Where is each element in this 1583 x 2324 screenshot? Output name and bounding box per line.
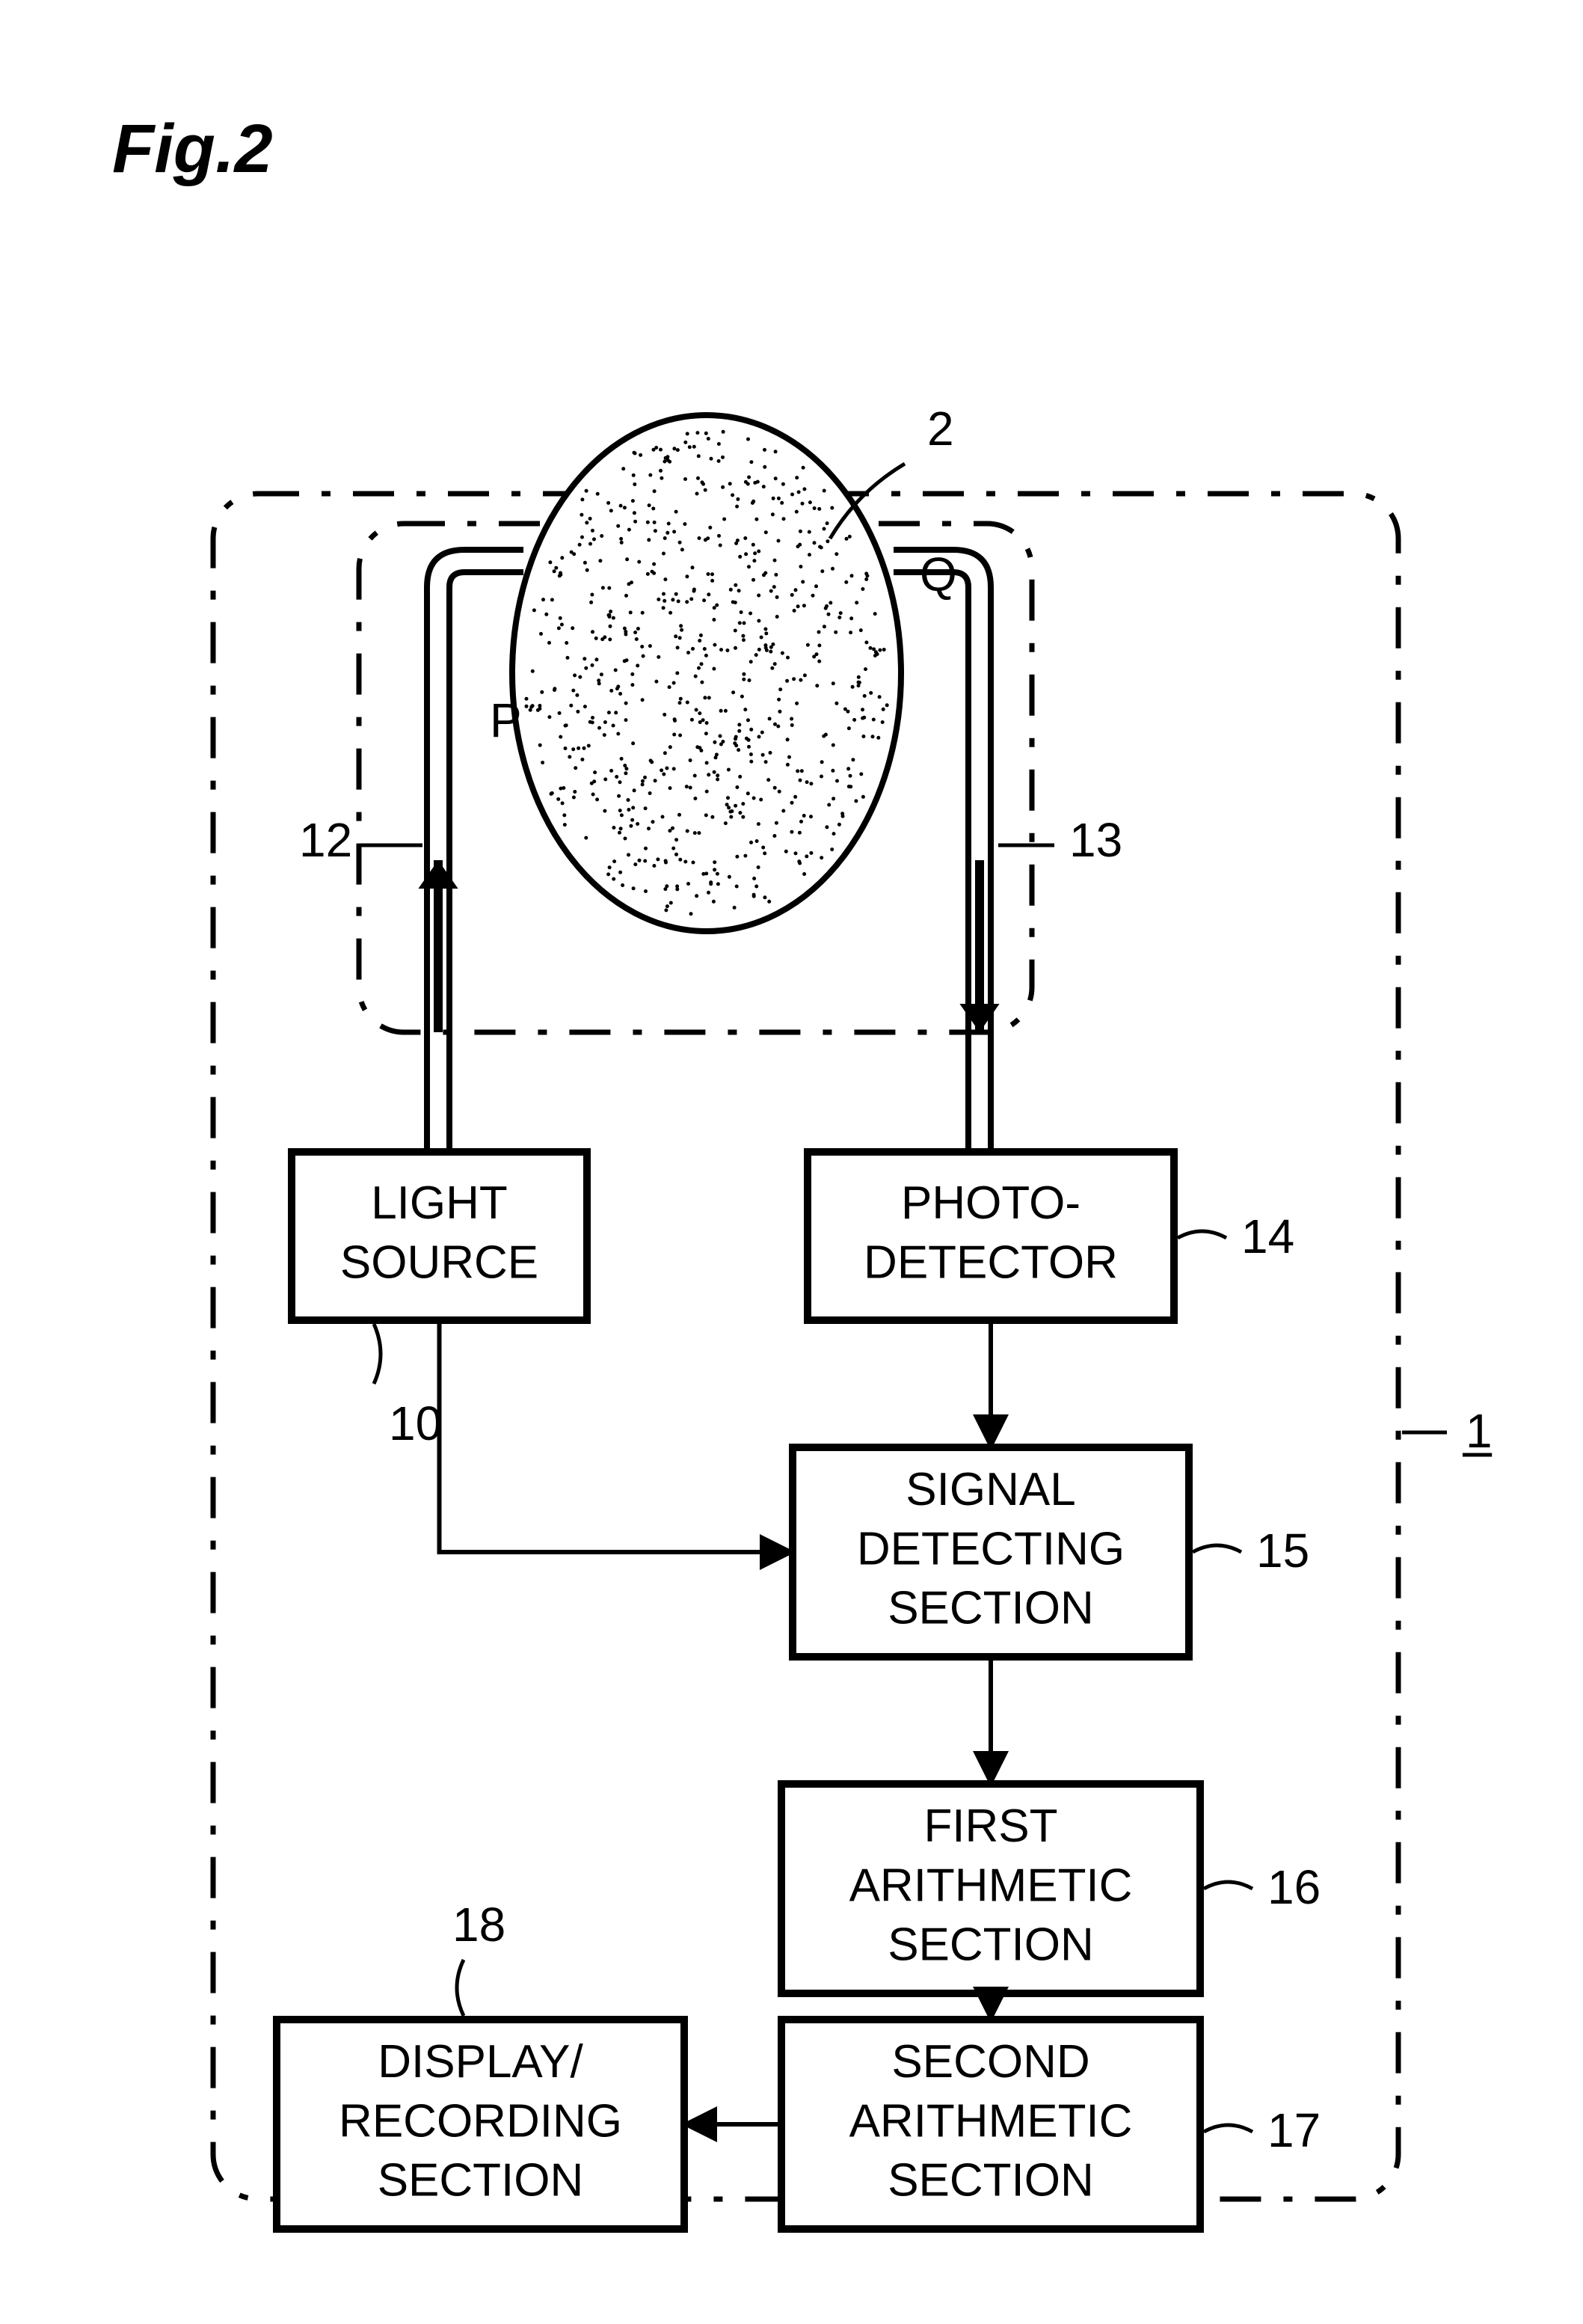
photodetector-label: PHOTO-: [901, 1177, 1081, 1229]
connector: [440, 1320, 793, 1552]
first_arith-label: FIRST: [923, 1800, 1057, 1852]
display-box: DISPLAY/RECORDING SECTION: [277, 2020, 684, 2229]
first_arith-label: ARITHMETIC: [849, 1859, 1133, 1911]
leader-line: [1204, 2125, 1252, 2132]
photodetector-label: DETECTOR: [864, 1237, 1118, 1289]
second_arith-label: SECOND: [891, 2036, 1089, 2088]
signal-label: SIGNAL: [906, 1464, 1075, 1515]
ref-label: 14: [1241, 1209, 1294, 1263]
second_arith-label: ARITHMETIC: [849, 2095, 1133, 2147]
photodetector-box: PHOTO- DETECTOR: [808, 1152, 1174, 1320]
display-label: SECTION: [378, 2155, 584, 2207]
fiber-right-inner: [894, 572, 968, 1152]
leader-line: [1193, 1545, 1241, 1552]
second_arith-label: SECTION: [888, 2155, 1094, 2207]
signal-box: SIGNAL DETECTING SECTION: [793, 1447, 1189, 1657]
ref-label: 10: [389, 1396, 442, 1450]
leader-line: [457, 1960, 464, 2016]
signal-label: SECTION: [888, 1583, 1094, 1634]
light_source-label: LIGHT: [371, 1177, 508, 1229]
fiber-left-outer: [427, 550, 523, 1152]
leader-line: [374, 1324, 381, 1384]
display-label: RECORDING: [339, 2095, 622, 2147]
ref-label: 12: [299, 813, 352, 867]
light_source-label: SOURCE: [340, 1237, 538, 1289]
ref-label: 17: [1267, 2103, 1321, 2157]
signal-label: DETECTING: [857, 1523, 1125, 1575]
second_arith-box: SECOND ARITHMETIC SECTION: [781, 2020, 1200, 2229]
first_arith-box: FIRST ARITHMETIC SECTION: [781, 1784, 1200, 1993]
leader-line: [1204, 1882, 1252, 1889]
ref-label: 18: [452, 1898, 505, 1952]
ref-label: Q: [920, 548, 957, 601]
first_arith-label: SECTION: [888, 1919, 1094, 1971]
light_source-box: LIGHT SOURCE: [292, 1152, 587, 1320]
ref-label: P: [490, 693, 522, 747]
display-label: DISPLAY/: [378, 2036, 583, 2088]
ref-label: 15: [1256, 1524, 1309, 1578]
leader-line: [1178, 1231, 1226, 1238]
figure-title: Fig.2: [112, 111, 273, 187]
ref-label: 1: [1466, 1404, 1493, 1458]
ref-label: 13: [1069, 813, 1122, 867]
ref-label: 2: [927, 402, 954, 456]
ref-label: 16: [1267, 1860, 1321, 1914]
fiber-right-outer: [894, 550, 991, 1152]
